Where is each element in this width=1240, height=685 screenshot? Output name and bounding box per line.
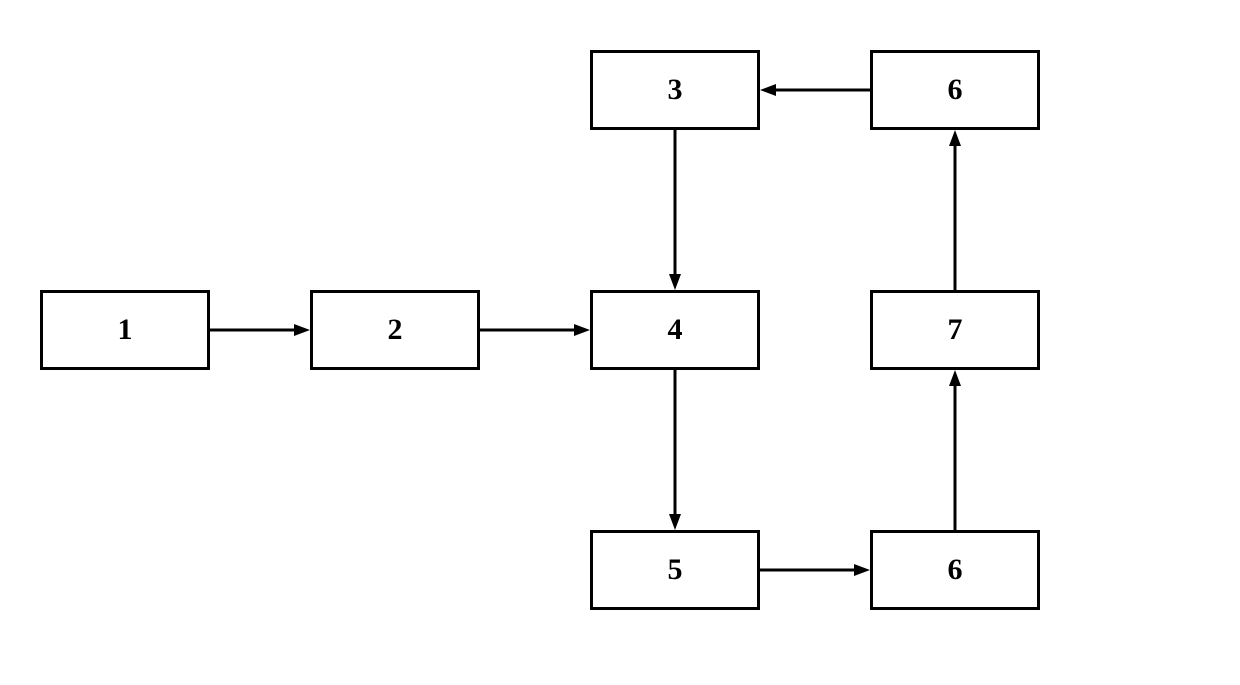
node-label: 6 [948, 73, 963, 107]
node-label: 7 [948, 313, 963, 347]
arrowhead-n6a-n3 [760, 84, 776, 96]
arrowhead-n1-n2 [294, 324, 310, 336]
arrowhead-n3-n4 [669, 274, 681, 290]
node-label: 3 [668, 73, 683, 107]
arrowhead-n6b-n7 [949, 370, 961, 386]
node-n6b: 6 [870, 530, 1040, 610]
node-label: 2 [388, 313, 403, 347]
node-n4: 4 [590, 290, 760, 370]
flowchart-canvas: 1 2 3 4 5 6 6 7 [0, 0, 1240, 685]
arrowhead-n2-n4 [574, 324, 590, 336]
arrowhead-n5-n6b [854, 564, 870, 576]
arrowhead-n7-n6a [949, 130, 961, 146]
node-label: 4 [668, 313, 683, 347]
node-n6a: 6 [870, 50, 1040, 130]
node-label: 6 [948, 553, 963, 587]
node-n1: 1 [40, 290, 210, 370]
node-n2: 2 [310, 290, 480, 370]
node-label: 1 [118, 313, 133, 347]
node-label: 5 [668, 553, 683, 587]
node-n5: 5 [590, 530, 760, 610]
node-n7: 7 [870, 290, 1040, 370]
arrowhead-n4-n5 [669, 514, 681, 530]
node-n3: 3 [590, 50, 760, 130]
